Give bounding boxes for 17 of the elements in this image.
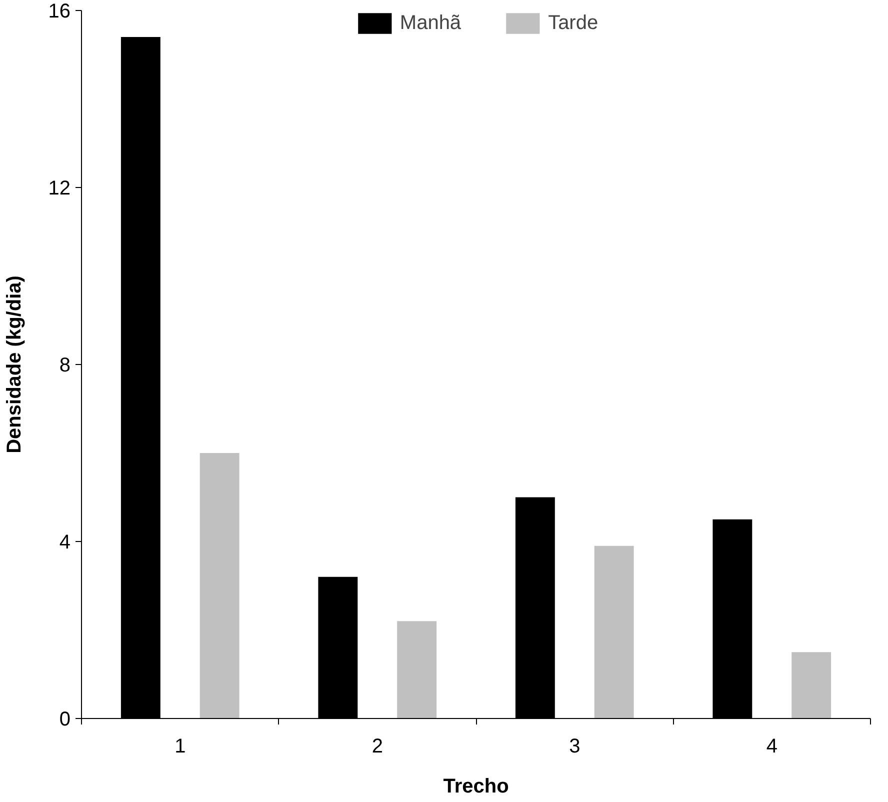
x-tick-label: 3 xyxy=(569,736,580,758)
y-tick-label: 4 xyxy=(59,532,70,554)
x-tick-label: 1 xyxy=(174,736,186,758)
y-axis-title: Densidade (kg/dia) xyxy=(3,276,26,454)
x-axis-title: Trecho xyxy=(443,776,509,798)
y-tick-label: 8 xyxy=(59,354,70,376)
y-tick-label: 16 xyxy=(48,0,71,22)
x-tick-label: 4 xyxy=(766,736,778,758)
y-tick-label: 0 xyxy=(59,708,70,730)
bar xyxy=(792,652,832,718)
x-tick-label: 2 xyxy=(372,736,383,758)
bar xyxy=(594,546,634,718)
legend-label: Tarde xyxy=(548,12,598,34)
legend-label: Manhã xyxy=(400,12,462,34)
bar xyxy=(397,621,437,718)
y-tick-label: 12 xyxy=(48,178,71,200)
bar xyxy=(200,453,240,718)
